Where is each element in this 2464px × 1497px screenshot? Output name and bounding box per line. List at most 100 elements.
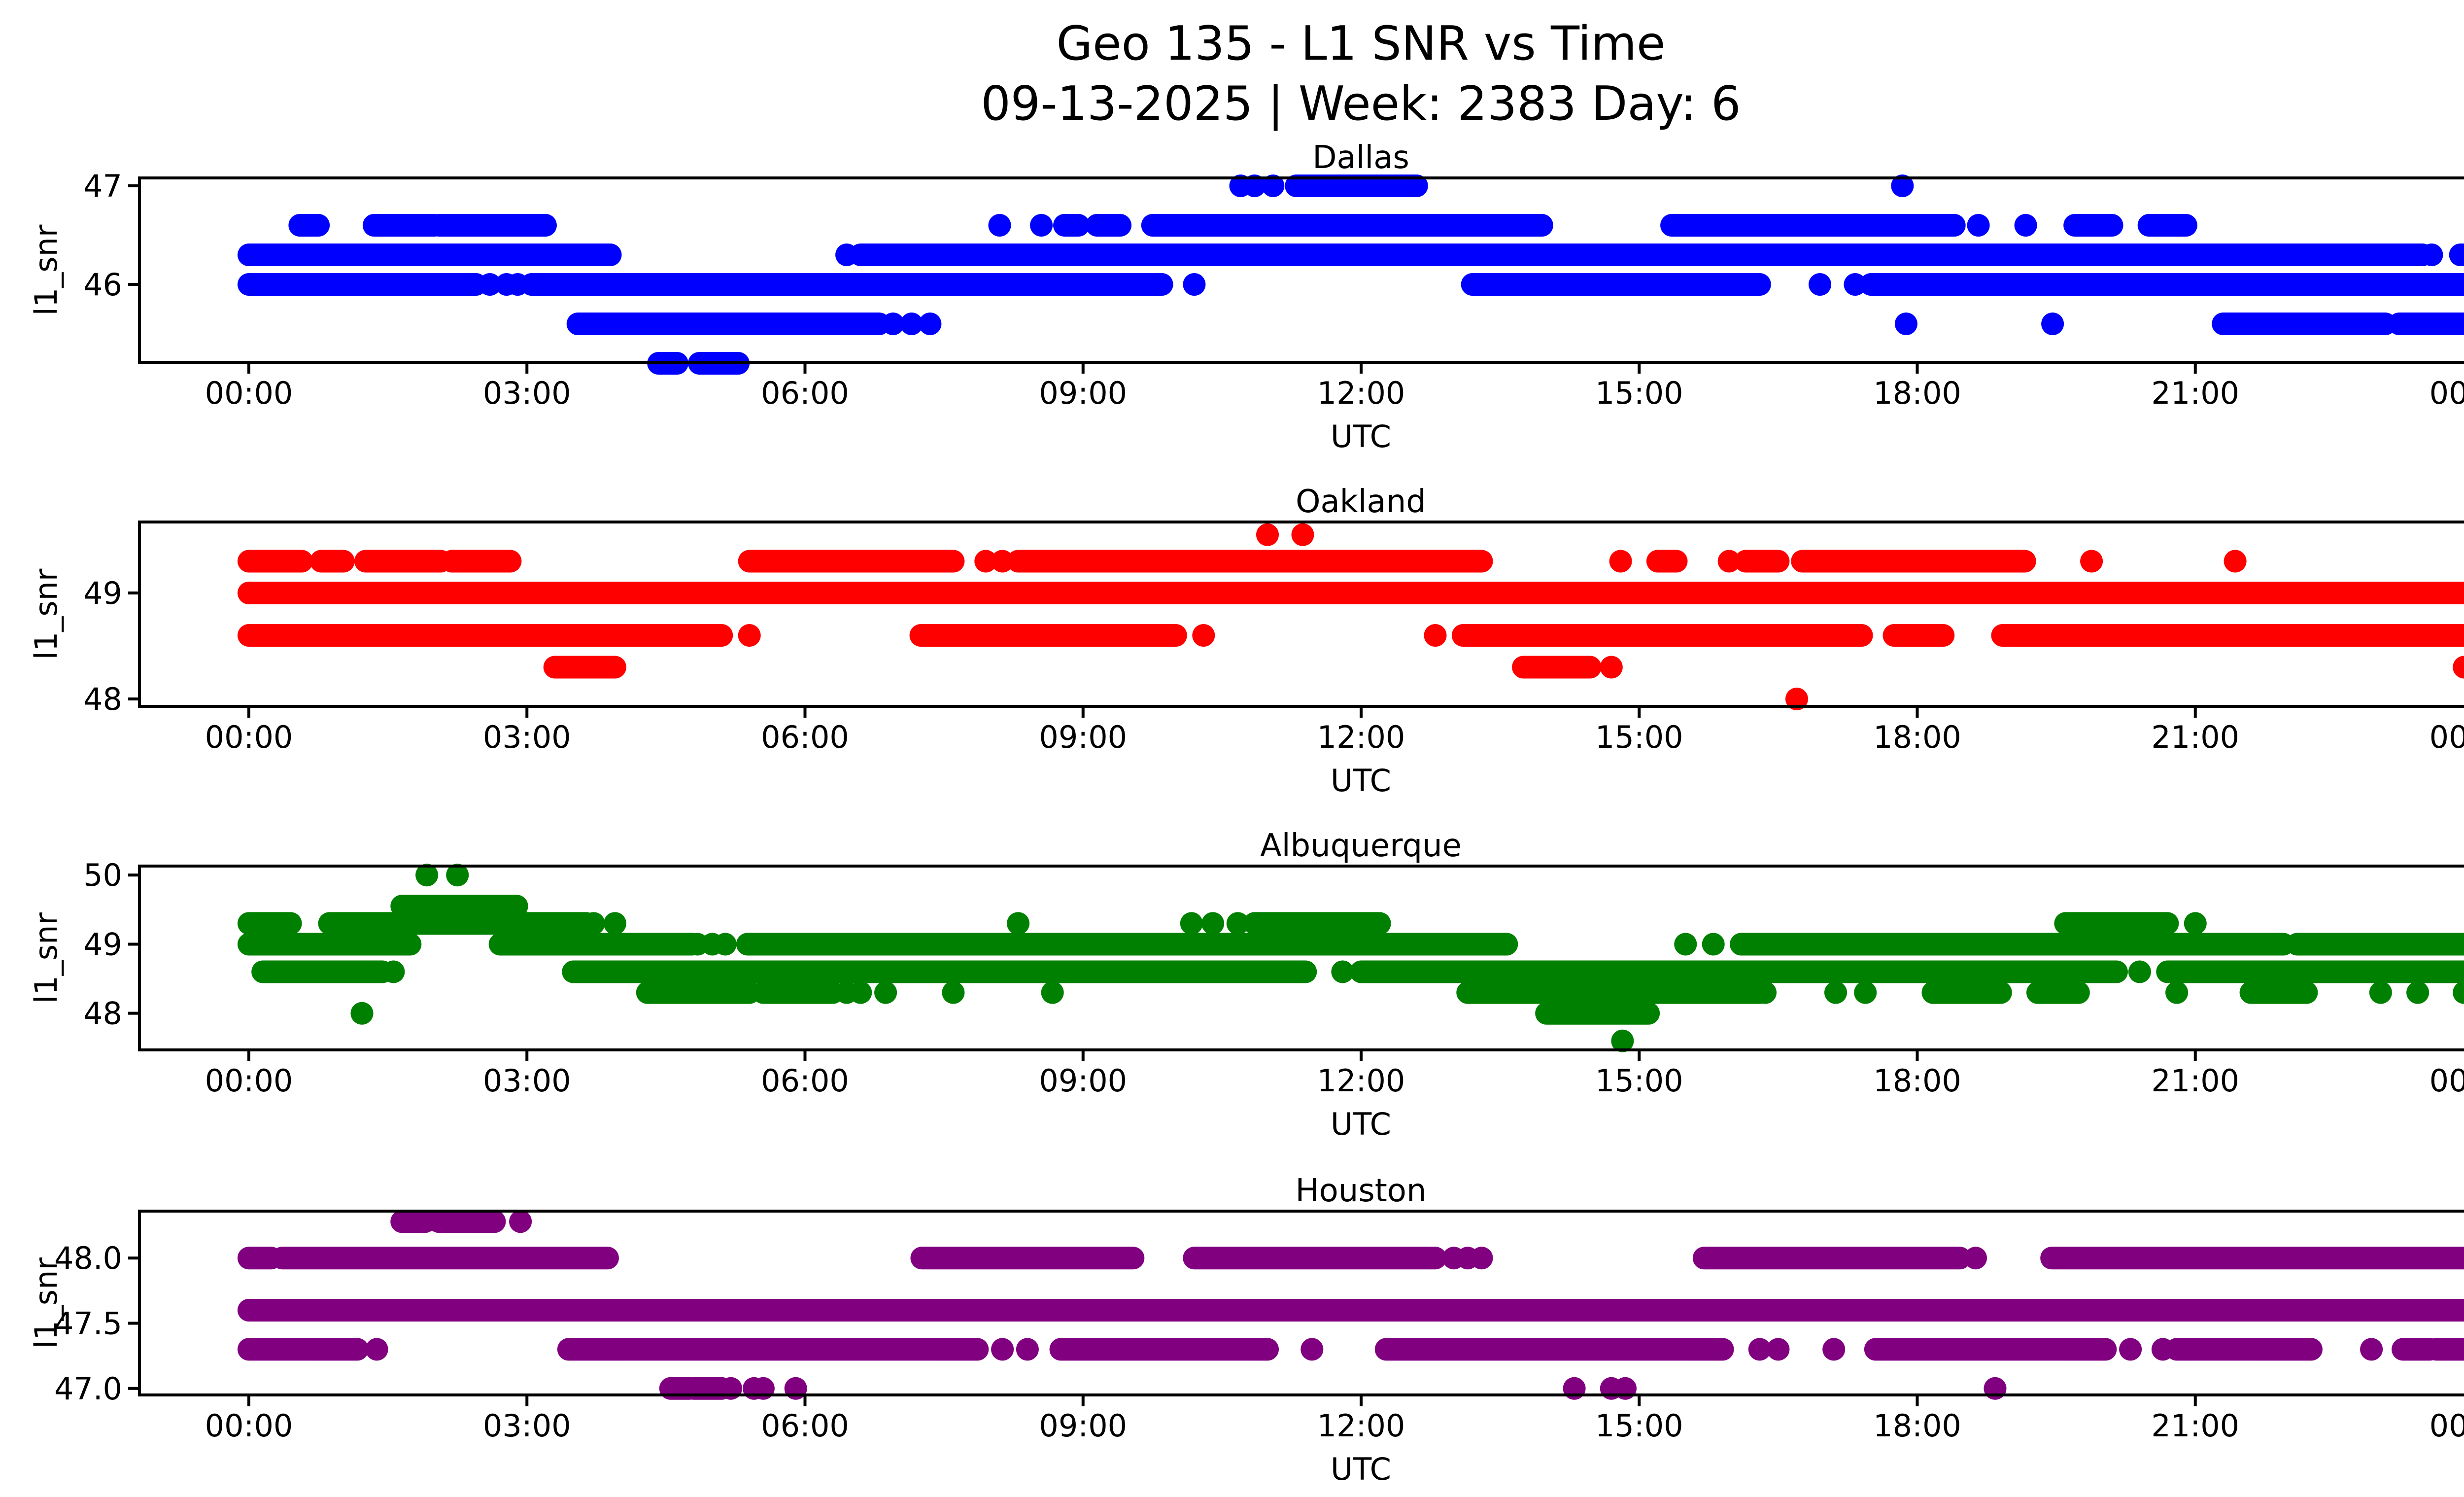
data-point [2041, 313, 2064, 335]
data-point [1243, 174, 1266, 197]
subplot-dallas: Dallas 00:00 03:00 06:00 09:00 12:00 15:00 18:0… [28, 139, 2464, 454]
x-tick-label: 21:00 [2151, 1063, 2239, 1099]
x-tick-label: 09:00 [1039, 719, 1127, 755]
suptitle-line-2: 09-13-2025 | Week: 2383 Day: 6 [981, 77, 1741, 131]
y-axis-label: l1_snr [28, 224, 64, 315]
scatter-series [238, 864, 2464, 1052]
x-tick-label: 06:00 [761, 1408, 849, 1444]
x-tick-label: 00:00 [2430, 719, 2464, 755]
subplot-title: Albuquerque [1260, 828, 1462, 864]
data-point [882, 313, 905, 335]
axes-frame [138, 865, 2464, 1051]
axes-frame [138, 176, 2464, 364]
x-tick-label: 06:00 [761, 719, 849, 755]
x-tick-label: 21:00 [2151, 719, 2239, 755]
data-point [988, 214, 1011, 237]
x-tick-label: 18:00 [1873, 1408, 1961, 1444]
data-point [446, 864, 469, 887]
y-axis-label: l1_snr [28, 1257, 64, 1349]
x-tick-label: 00:00 [2430, 1408, 2464, 1444]
x-tick-label: 18:00 [1873, 375, 1961, 411]
data-point [738, 624, 761, 647]
data-point [2453, 981, 2464, 1004]
data-point [1300, 1338, 1324, 1361]
data-point [1702, 933, 1725, 956]
data-point [900, 313, 923, 335]
data-point [1030, 214, 1053, 237]
data-point [1600, 656, 1623, 679]
y-axis-label: l1_snr [28, 568, 64, 660]
data-point [2014, 214, 2037, 237]
x-tick-label: 15:00 [1595, 375, 1683, 411]
x-axis-label: UTC [1331, 1451, 1391, 1487]
data-point [1262, 174, 1285, 197]
data-point [2184, 912, 2207, 935]
data-point [874, 981, 897, 1004]
data-point [2369, 981, 2392, 1004]
data-point [1183, 273, 1206, 296]
data-point [1767, 1338, 1790, 1361]
x-tick-label: 18:00 [1873, 1063, 1961, 1099]
x-tick-label: 03:00 [483, 375, 571, 411]
y-axis-label: l1_snr [28, 912, 64, 1004]
x-tick-label: 15:00 [1595, 1408, 1683, 1444]
data-point [1609, 550, 1632, 573]
data-point [2420, 244, 2443, 266]
x-tick-label: 12:00 [1317, 1408, 1405, 1444]
data-point [1041, 981, 1064, 1004]
y-tick-label: 47.0 [54, 1371, 122, 1407]
x-tick-label: 03:00 [483, 1063, 571, 1099]
data-point [1967, 214, 1990, 237]
data-point [1822, 1338, 1846, 1361]
data-point [1894, 313, 1917, 335]
x-tick-label: 06:00 [761, 375, 849, 411]
data-point [991, 550, 1014, 573]
data-point [1291, 523, 1314, 546]
y-tick-label: 49 [83, 575, 122, 611]
x-tick-label: 21:00 [2151, 1408, 2239, 1444]
scatter-series [238, 523, 2464, 710]
data-point [2128, 960, 2151, 983]
data-point [509, 1210, 532, 1233]
x-axis-label: UTC [1331, 1106, 1391, 1142]
axes-frame [138, 521, 2464, 708]
y-tick-label: 48 [83, 996, 122, 1032]
x-tick-label: 21:00 [2151, 375, 2239, 411]
x-tick-label: 12:00 [1317, 1063, 1405, 1099]
data-point [2165, 981, 2189, 1004]
data-point [2224, 550, 2247, 573]
data-point [2360, 1338, 2383, 1361]
subplot-title: Dallas [1312, 139, 1409, 176]
x-axis-label: UTC [1331, 763, 1391, 799]
data-point [1007, 912, 1030, 935]
data-point [1256, 523, 1279, 546]
y-tick-label: 47.5 [54, 1306, 122, 1342]
data-point [2119, 1338, 2142, 1361]
data-point [1611, 1029, 1634, 1052]
data-point [1854, 981, 1877, 1004]
x-axis-label: UTC [1331, 418, 1391, 454]
x-tick-label: 00:00 [205, 375, 293, 411]
data-point [2080, 550, 2103, 573]
data-point [1809, 273, 1831, 296]
subplot-title: Oakland [1296, 484, 1426, 520]
data-point [1717, 550, 1741, 573]
x-tick-label: 09:00 [1039, 1408, 1127, 1444]
y-tick-label: 50 [83, 857, 122, 893]
x-tick-label: 18:00 [1873, 719, 1961, 755]
subplot-albuquerque: Albuquerque 00:00 03:00 06:00 09:00 12:00 15:0… [28, 828, 2464, 1142]
data-point [1824, 981, 1847, 1004]
x-tick-label: 00:00 [205, 1063, 293, 1099]
data-point [1201, 912, 1225, 935]
data-point [1891, 174, 1914, 197]
data-point [1192, 624, 1215, 647]
data-point [835, 244, 858, 266]
data-point [1785, 688, 1808, 710]
data-point [479, 273, 501, 296]
data-point [2453, 656, 2464, 679]
x-tick-label: 09:00 [1039, 1063, 1127, 1099]
data-point [365, 1338, 388, 1361]
data-point [849, 981, 872, 1004]
